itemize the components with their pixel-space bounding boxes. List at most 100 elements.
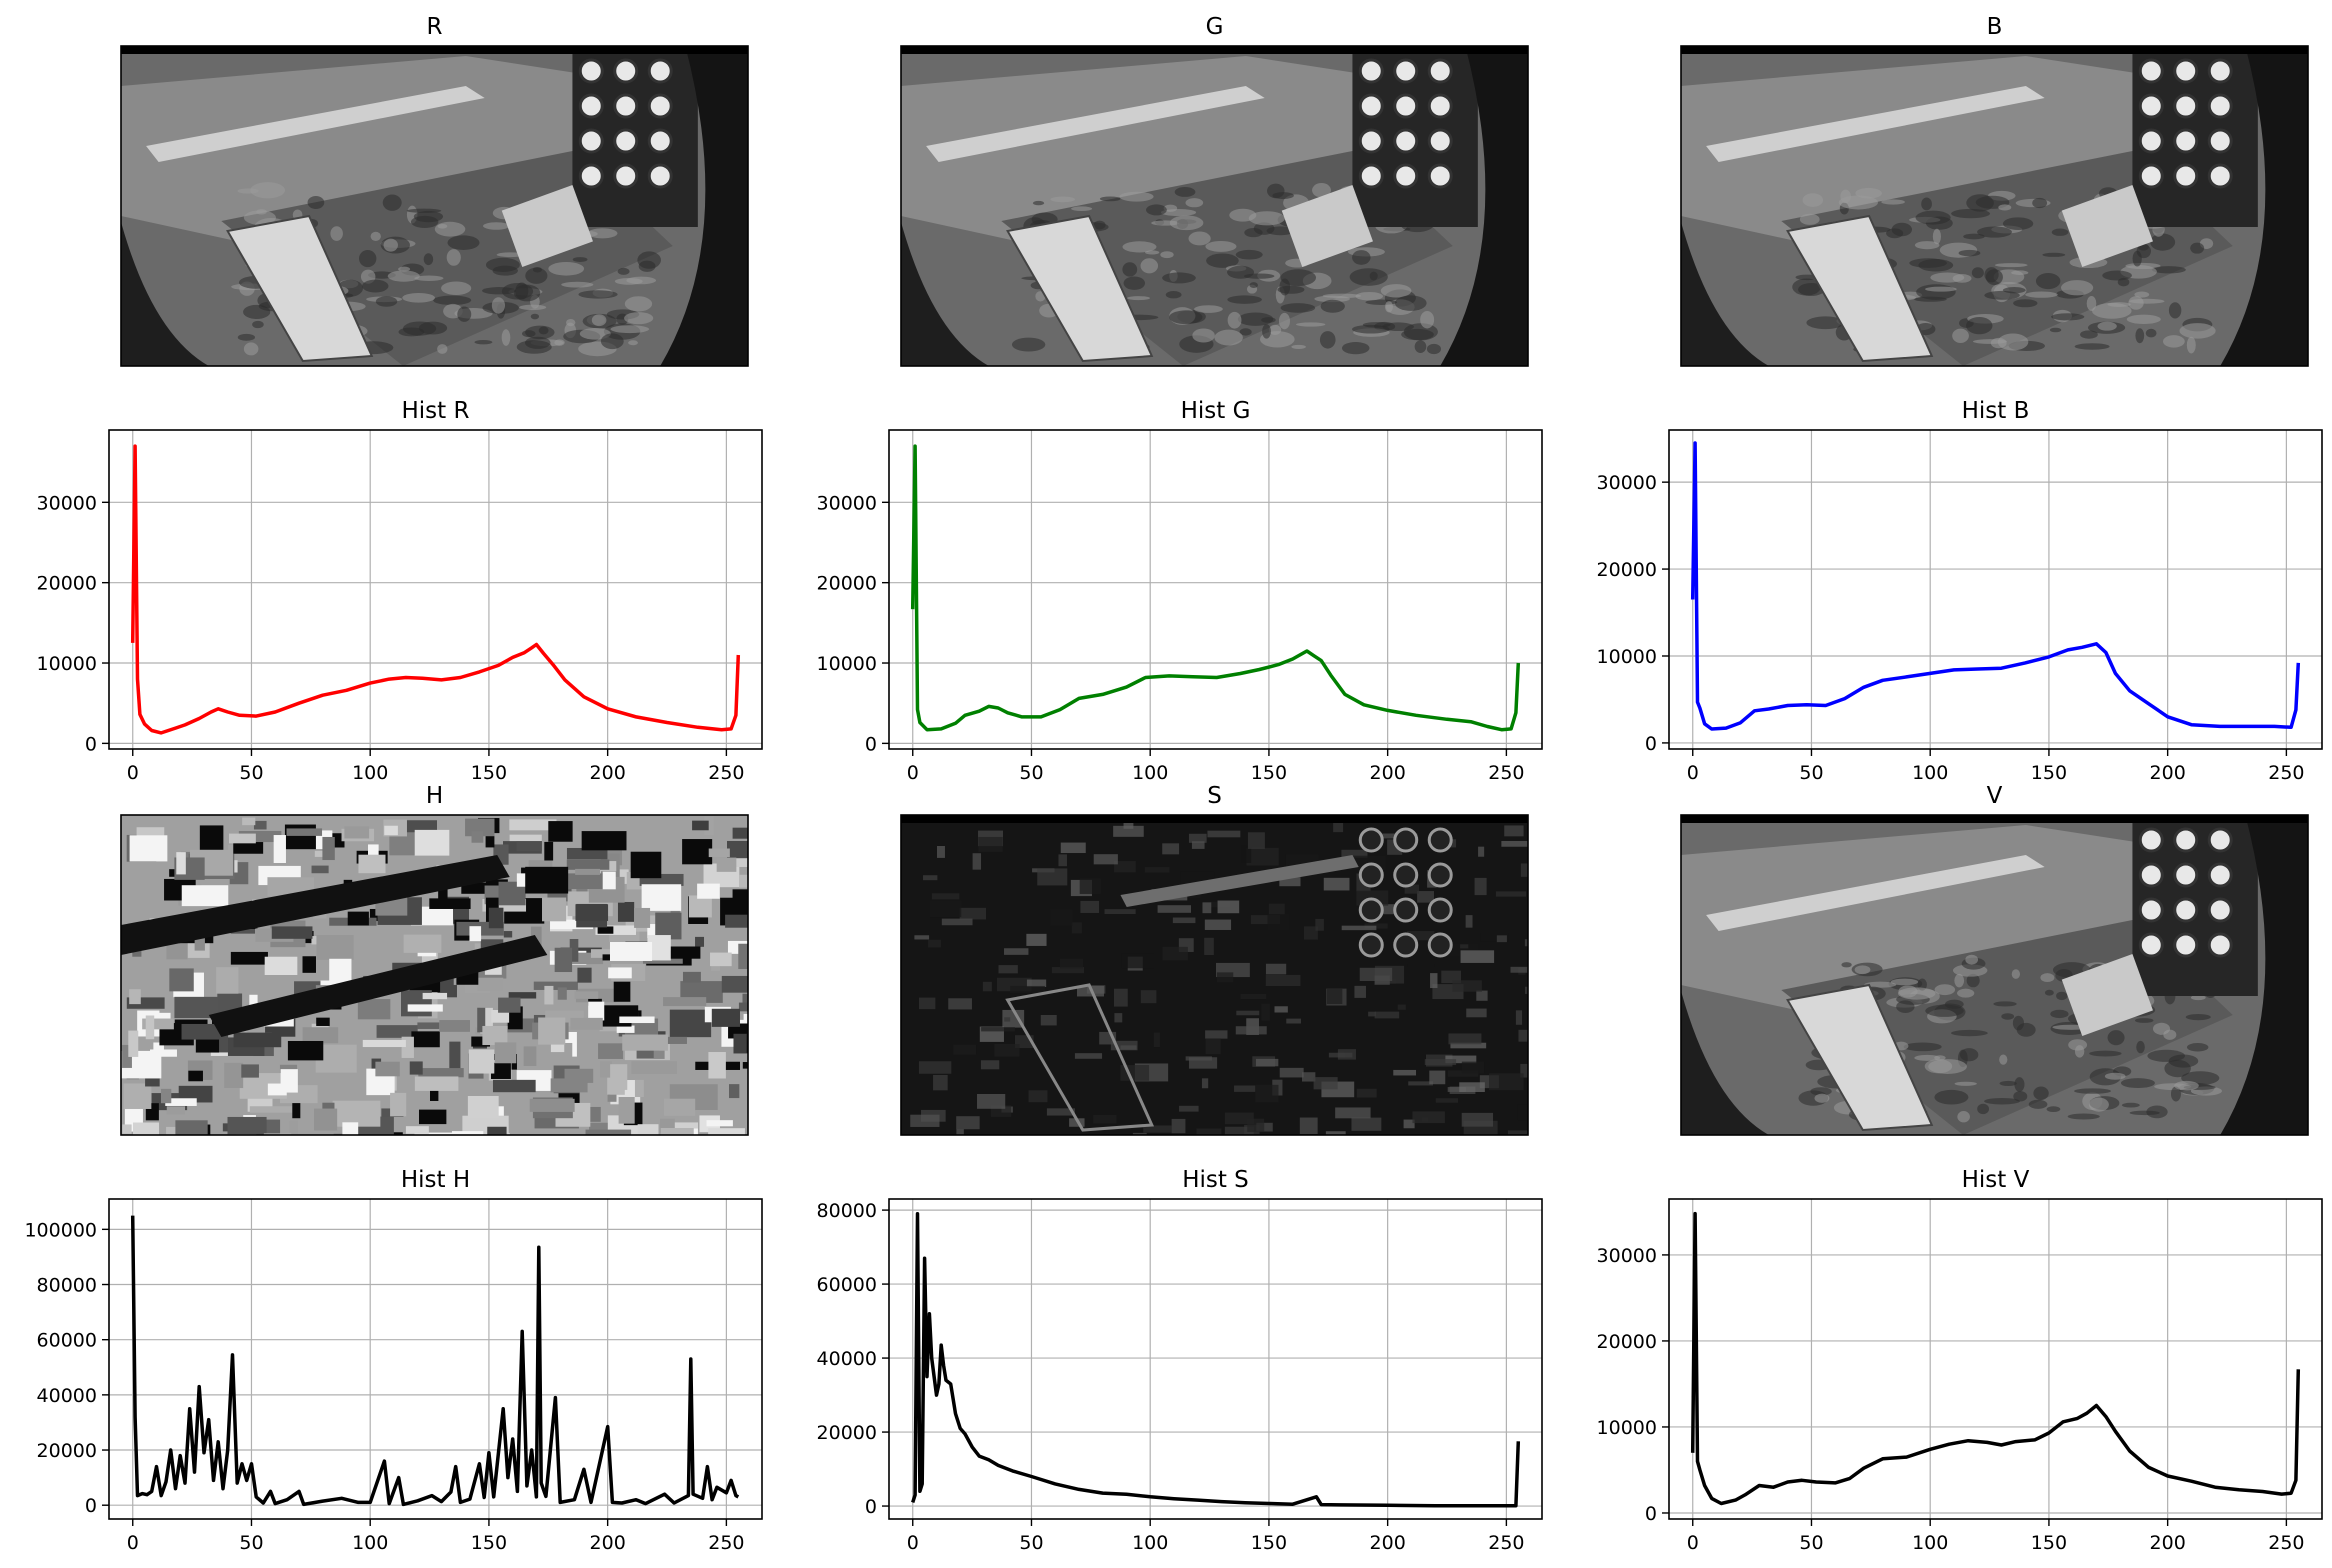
ground-texture [1984,1097,2020,1105]
x-tick-label: 150 [471,762,507,784]
ground-texture [250,182,286,199]
ground-texture [1146,204,1167,216]
hue-block [449,1041,461,1070]
hue-block [726,840,748,859]
saturation-speckle [1162,843,1180,855]
saturation-speckle [1333,822,1344,833]
hue-block [598,1043,623,1059]
saturation-speckle [1447,1070,1479,1077]
hue-block [619,1016,655,1024]
hue-block [249,1106,298,1113]
saturation-speckle [1373,904,1403,915]
ground-texture [457,306,472,322]
ground-texture [491,297,505,314]
ground-texture [483,222,510,230]
y-tick-label: 0 [865,1496,877,1518]
x-tick-label: 200 [590,1532,626,1554]
saturation-speckle [1071,922,1082,934]
concrete-block [1281,184,1373,268]
ground-texture [1127,296,1150,301]
reel-marking [578,93,604,119]
y-tick-label: 80000 [817,1200,877,1222]
ground-texture [1921,197,1932,211]
ground-texture [2129,1110,2160,1116]
hue-block [533,981,578,990]
saturation-speckle [1356,1088,1377,1098]
x-tick-label: 150 [2031,1532,2067,1554]
hue-block [503,931,513,938]
saturation-speckle [1279,877,1301,887]
ground-texture [1278,312,1290,330]
hue-block [166,1106,186,1115]
ground-texture [382,194,402,211]
hue-block [576,882,588,899]
ground-texture [1993,1001,2017,1007]
saturation-speckle [1341,925,1377,931]
ground-texture [370,231,381,241]
ground-texture [515,282,529,300]
saturation-speckle [1060,842,1086,854]
saturation-speckle [1520,863,1528,877]
hue-block [122,1044,132,1068]
ground-texture [519,304,547,311]
hue-block [439,1020,470,1032]
ground-texture [1914,296,1947,302]
ground-texture [1934,984,1956,996]
ground-texture [610,325,650,334]
hue-block [557,987,567,1000]
hue-block [344,826,370,839]
saturation-speckle [1412,1111,1445,1124]
saturation-speckle [1205,1030,1228,1039]
hue-block [273,835,286,864]
saturation-speckle [1460,944,1469,949]
ground-texture [2168,302,2182,319]
reel-marking [2173,93,2199,119]
ground-texture [1966,317,1993,335]
reel-marking [1427,128,1453,154]
image-frame [120,45,749,367]
ground-texture [1032,200,1045,206]
image-title: H [426,783,443,809]
hue-block [647,935,671,961]
x-tick-label: 200 [1370,1532,1406,1554]
ground-texture [1160,251,1174,259]
saturation-speckle [977,1094,1006,1109]
reel-marking [1427,827,1453,853]
saturation-speckle [981,1027,1015,1032]
hue-block [695,936,705,947]
hue-block [491,1010,510,1023]
ground-texture [358,249,377,268]
ground-texture [1897,987,1936,1000]
ground-texture [530,313,540,320]
ground-texture [1291,344,1306,349]
hue-block [128,1030,139,1057]
saturation-speckle [948,998,972,1010]
saturation-speckle [1204,919,1232,930]
x-tick-label: 50 [239,1532,263,1554]
concrete-block [2061,953,2153,1037]
histogram-hist-h: 0 50 100 150 200 250 0 20000 40000 60000 80000 1000… [24,1167,763,1554]
saturation-speckle [1447,1087,1466,1092]
saturation-speckle [1093,854,1118,865]
x-tick-label: 200 [1370,762,1406,784]
ground-texture [1971,267,1984,279]
hue-block [451,1131,484,1135]
ground-texture [1249,282,1258,289]
hue-block [575,904,609,921]
saturation-speckle [1429,1070,1446,1085]
saturation-speckle [1010,985,1045,994]
image-content [901,46,1528,366]
saturation-speckle [1474,877,1487,896]
pallet-slab [226,214,374,363]
x-tick-label: 100 [352,762,388,784]
hue-block [176,852,186,875]
saturation-speckle [1004,948,1029,955]
saturation-speckle [941,918,973,926]
x-tick-label: 250 [1488,1532,1524,1554]
saturation-speckle [1110,1040,1138,1051]
hue-block [210,1048,232,1056]
hue-block [610,1064,628,1090]
hue-block [509,819,557,831]
hue-block [142,1018,174,1030]
curb-band [146,86,485,162]
